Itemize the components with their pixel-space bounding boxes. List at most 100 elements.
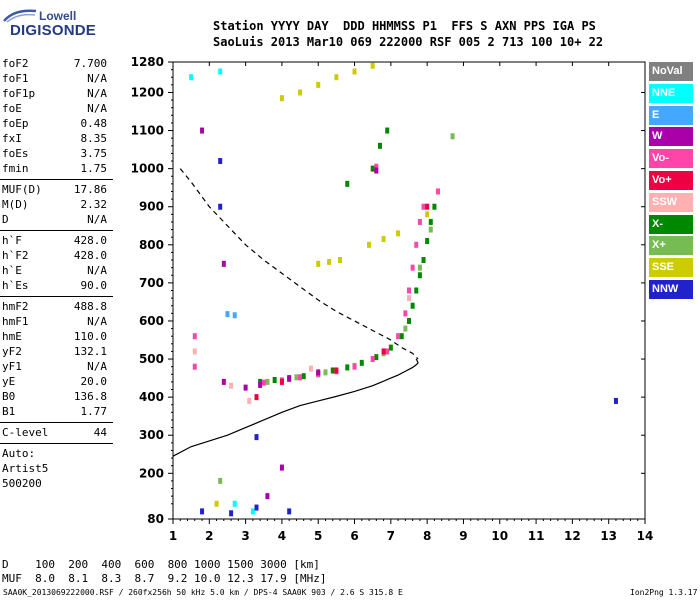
point-nnw [254, 434, 259, 441]
point-sse [316, 81, 321, 88]
autoscaler-line1: Auto: [2, 447, 36, 460]
param-value: 0.48 [80, 117, 108, 130]
x-tick-label: 9 [459, 529, 467, 543]
point-x [258, 378, 263, 385]
point-x [345, 364, 350, 371]
point-nne [232, 500, 237, 507]
param-value: 1.77 [80, 405, 108, 418]
param-label: foEs [2, 147, 29, 160]
point-vo [192, 333, 197, 340]
x-tick-label: 14 [637, 529, 654, 543]
point-x [450, 133, 455, 140]
param-value: 110.0 [73, 330, 107, 343]
param-separator [0, 179, 113, 180]
point-vo [421, 203, 426, 210]
header-line-2: SaoLuis 2013 Mar10 069 222000 RSF 005 2 … [213, 35, 604, 49]
point-vo [334, 367, 339, 374]
point-x [218, 477, 223, 484]
param-value: 7.700 [73, 57, 107, 70]
param-row-fof1p: foF1p N/A [2, 87, 107, 102]
param-value: 8.35 [80, 132, 108, 145]
point-x [428, 226, 433, 233]
point-w [374, 167, 379, 174]
param-label: foEp [2, 117, 29, 130]
point-sse [298, 89, 303, 96]
y-tick-label: 600 [139, 314, 164, 328]
point-sse [381, 236, 386, 243]
param-row-foes: foEs 3.75 [2, 147, 107, 162]
point-x [377, 142, 382, 149]
param-row-b1: B1 1.77 [2, 405, 107, 420]
param-label: h`F2 [2, 249, 29, 262]
point-sse [214, 500, 219, 507]
param-value: N/A [87, 360, 107, 373]
point-ssw [192, 348, 197, 355]
autoscaler-line3: 500200 [2, 477, 42, 490]
point-w [279, 464, 284, 471]
x-tick-label: 10 [491, 529, 508, 543]
point-x [370, 165, 375, 172]
point-w [243, 384, 248, 391]
point-sse [370, 62, 375, 69]
point-nnw [254, 504, 259, 511]
point-x [414, 287, 419, 294]
header-line-1: Station YYYY DAY DDD HHMMSS P1 FFS S AXN… [213, 19, 596, 33]
point-x [294, 374, 299, 381]
param-label: C-level [2, 426, 49, 439]
brand-lowell: Lowell [39, 9, 77, 23]
param-row-fxi: fxI 8.35 [2, 132, 107, 147]
point-x [330, 367, 335, 374]
legend-item-nne: NNE [649, 83, 693, 103]
param-value: N/A [87, 87, 107, 100]
point-vo [396, 333, 401, 340]
param-value: 44 [93, 426, 107, 439]
point-w [316, 369, 321, 376]
param-label: fmin [2, 162, 29, 175]
legend-item-noval: NoVal [649, 62, 693, 81]
param-label: B1 [2, 405, 16, 418]
legend-item-nnw: NNW [649, 280, 693, 299]
point-vo [279, 378, 284, 385]
point-vo [352, 363, 357, 370]
autoscaler-line2: Artist5 [2, 462, 49, 475]
param-separator [0, 296, 113, 297]
param-separator [0, 422, 113, 423]
param-label: fxI [2, 132, 22, 145]
point-ssw [229, 382, 234, 389]
param-separator [0, 443, 113, 444]
param-label: yF1 [2, 360, 22, 373]
x-tick-label: 8 [423, 529, 431, 543]
param-label: hmF1 [2, 315, 29, 328]
param-value: N/A [87, 102, 107, 115]
point-x [359, 359, 364, 366]
point-nne [189, 74, 194, 81]
conversion-muf-row: MUF 8.0 8.1 8.3 8.7 9.2 10.0 12.3 17.9 [… [2, 572, 327, 585]
param-row-fmin: fmin 1.75 [2, 162, 107, 177]
param-value: 488.8 [73, 300, 107, 313]
point-ssw [308, 365, 313, 372]
param-row-hmf1: hmF1 N/A [2, 315, 107, 330]
point-w [200, 127, 205, 134]
point-nne [218, 68, 223, 75]
point-sse [367, 241, 372, 248]
point-vo [192, 363, 197, 370]
point-sse [327, 258, 332, 265]
param-label: yF2 [2, 345, 22, 358]
file-info-footer: SAA0K_2013069222000.RSF / 260fx256h 50 k… [3, 588, 403, 597]
param-label: foF1p [2, 87, 36, 100]
point-vo [403, 310, 408, 317]
param-label: MUF(D) [2, 183, 42, 196]
param-row-b0: B0 136.8 [2, 390, 107, 405]
legend-item-vo: Vo+ [649, 171, 693, 190]
point-vo [254, 394, 259, 401]
version-label: Ion2Png 1.3.17 [630, 588, 698, 597]
brand-digisonde: DIGISONDE [10, 22, 96, 39]
param-label: h`E [2, 264, 22, 277]
param-row-foe: foE N/A [2, 102, 107, 117]
point-x [432, 203, 437, 210]
point-x [403, 325, 408, 332]
point-x [374, 354, 379, 361]
param-label: hmF2 [2, 300, 29, 313]
point-nnw [218, 203, 223, 210]
point-vo [414, 241, 419, 248]
